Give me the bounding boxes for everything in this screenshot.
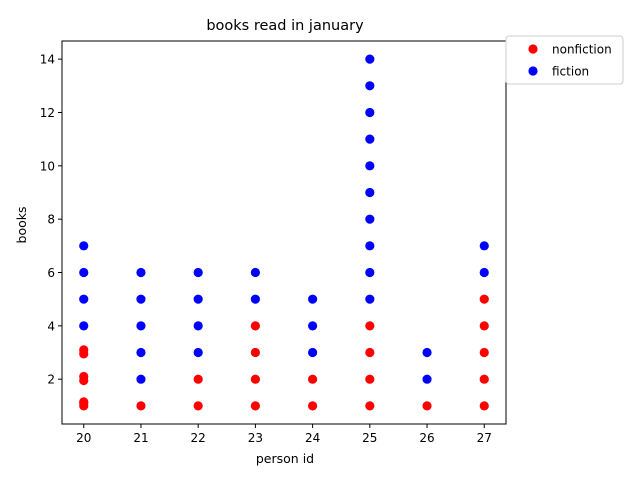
nonfiction-point <box>79 345 89 355</box>
y-tick-label: 10 <box>40 159 55 173</box>
legend-marker-fiction <box>528 66 538 76</box>
nonfiction-point <box>365 347 375 358</box>
fiction-point <box>479 267 489 278</box>
data-points <box>79 54 489 411</box>
fiction-point <box>136 347 146 358</box>
fiction-point <box>308 321 318 331</box>
fiction-point <box>365 294 375 304</box>
nonfiction-point <box>479 321 489 331</box>
nonfiction-point <box>479 347 489 358</box>
nonfiction-point <box>250 321 260 331</box>
x-tick-label: 24 <box>305 431 320 445</box>
nonfiction-point <box>193 374 203 384</box>
nonfiction-point <box>365 401 375 411</box>
fiction-point <box>365 81 375 91</box>
y-tick-label: 14 <box>40 53 55 67</box>
y-tick-label: 12 <box>40 106 55 120</box>
legend: nonfiction fiction <box>505 35 624 85</box>
series-fiction <box>79 54 489 384</box>
x-tick-label: 23 <box>248 431 263 445</box>
fiction-point <box>193 267 203 278</box>
fiction-point <box>79 267 89 278</box>
plot-frame <box>61 40 507 425</box>
y-tick-label: 4 <box>47 319 55 333</box>
x-tick-label: 27 <box>477 431 492 445</box>
fiction-point <box>193 321 203 331</box>
nonfiction-point <box>250 401 260 411</box>
nonfiction-point <box>422 401 432 411</box>
fiction-point <box>79 321 89 331</box>
fiction-point <box>136 321 146 331</box>
fiction-point <box>422 374 432 384</box>
nonfiction-point <box>79 397 89 407</box>
x-tick-label: 20 <box>76 431 91 445</box>
fiction-point <box>308 294 318 304</box>
nonfiction-point <box>250 347 260 358</box>
fiction-point <box>365 214 375 224</box>
x-tick-label: 22 <box>191 431 206 445</box>
fiction-point <box>193 294 203 304</box>
fiction-point <box>365 241 375 251</box>
fiction-point <box>136 267 146 278</box>
fiction-point <box>79 241 89 251</box>
nonfiction-point <box>479 374 489 384</box>
y-tick-label: 2 <box>47 373 55 387</box>
nonfiction-point <box>308 401 318 411</box>
x-axis-label: person id <box>256 451 314 466</box>
nonfiction-point <box>79 371 89 382</box>
fiction-point <box>365 134 375 144</box>
fiction-point <box>136 294 146 304</box>
fiction-point <box>250 267 260 278</box>
nonfiction-point <box>479 401 489 411</box>
nonfiction-point <box>365 374 375 384</box>
fiction-point <box>479 241 489 251</box>
legend-label-fiction: fiction <box>552 65 589 79</box>
fiction-point <box>79 294 89 304</box>
y-tick-label: 8 <box>47 213 55 227</box>
nonfiction-point <box>365 321 375 331</box>
x-tick-label: 26 <box>419 431 434 445</box>
legend-marker-nonfiction <box>528 44 538 54</box>
fiction-point <box>422 347 432 358</box>
fiction-point <box>136 374 146 384</box>
nonfiction-point <box>136 401 146 411</box>
fiction-point <box>193 347 203 358</box>
legend-label-nonfiction: nonfiction <box>552 43 612 57</box>
chart-title: books read in january <box>206 18 364 34</box>
fiction-point <box>365 161 375 171</box>
x-tick-label: 25 <box>362 431 377 445</box>
nonfiction-point <box>308 374 318 384</box>
y-axis-label: books <box>14 207 29 244</box>
fiction-point <box>308 347 318 358</box>
x-tick-label: 21 <box>133 431 148 445</box>
nonfiction-point <box>193 401 203 411</box>
nonfiction-point <box>479 294 489 304</box>
fiction-point <box>365 107 375 118</box>
fiction-point <box>365 54 375 64</box>
nonfiction-point <box>250 374 260 384</box>
y-tick-label: 6 <box>47 266 55 280</box>
fiction-point <box>365 267 375 278</box>
fiction-point <box>250 294 260 304</box>
fiction-point <box>365 187 375 198</box>
series-nonfiction <box>79 294 489 411</box>
